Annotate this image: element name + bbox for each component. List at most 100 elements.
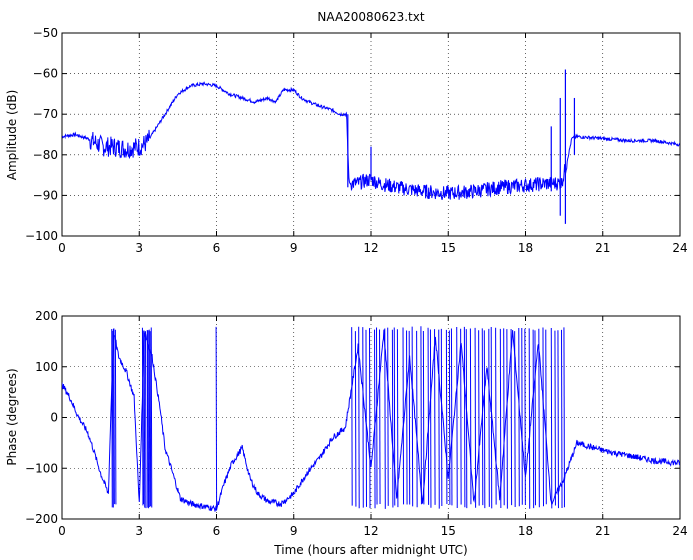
y-tick-label: 100 bbox=[35, 360, 58, 374]
phase-wrap-line bbox=[396, 329, 399, 508]
phase-wrap-line bbox=[440, 328, 443, 506]
phase-wrap-line bbox=[490, 327, 493, 509]
phase-wrap-line bbox=[358, 326, 360, 509]
phase-wrap-line bbox=[474, 327, 477, 508]
x-tick-label: 3 bbox=[135, 524, 143, 538]
phase-wrap-line bbox=[408, 330, 411, 505]
phase-wrap-line bbox=[113, 328, 115, 505]
y-axis-label: Phase (degrees) bbox=[5, 368, 19, 465]
phase-wrap-line bbox=[362, 327, 364, 508]
x-tick-label: 3 bbox=[135, 241, 143, 255]
phase-wrap-line bbox=[422, 331, 425, 505]
y-tick-label: 0 bbox=[50, 411, 58, 425]
phase-wrap-line bbox=[384, 328, 386, 509]
phase-wrap-line bbox=[379, 329, 381, 505]
phase-wrap-line bbox=[538, 328, 540, 508]
phase-wrap-line bbox=[481, 328, 484, 506]
phase-wrap-line bbox=[445, 329, 448, 504]
phase-wrap-line bbox=[142, 330, 145, 505]
y-tick-label: 200 bbox=[35, 309, 58, 323]
phase-wrap-line bbox=[354, 331, 357, 507]
phase-wrap-line bbox=[402, 327, 405, 505]
x-tick-label: 18 bbox=[518, 524, 533, 538]
y-tick-label: −90 bbox=[33, 188, 58, 202]
phase-wrap-line bbox=[478, 330, 480, 506]
phase-wrap-line bbox=[148, 329, 151, 508]
series-line bbox=[62, 81, 680, 200]
x-tick-label: 9 bbox=[290, 524, 298, 538]
y-tick-label: −80 bbox=[33, 148, 58, 162]
phase-wrap-line bbox=[503, 328, 505, 506]
phase-wrap-line bbox=[112, 330, 114, 508]
phase-wrap-line bbox=[524, 328, 526, 505]
phase-wrap-line bbox=[542, 327, 544, 507]
x-tick-label: 9 bbox=[290, 241, 298, 255]
phase-wrap-line bbox=[448, 330, 451, 505]
phase-wrap-line bbox=[144, 331, 147, 509]
phase-wrap-line bbox=[483, 330, 486, 509]
phase-wrap-line bbox=[554, 330, 556, 506]
x-tick-label: 24 bbox=[672, 524, 687, 538]
phase-wrap-line bbox=[514, 331, 516, 508]
y-tick-label: −200 bbox=[25, 512, 58, 526]
amplitude-chart: NAA20080623.txt Amplitude (dB) 0 3 6 9 12 15 1… bbox=[5, 10, 688, 255]
phase-wrap-line bbox=[460, 328, 462, 505]
x-tick-label: 6 bbox=[213, 524, 221, 538]
x-tick-label: 0 bbox=[58, 241, 66, 255]
phase-wrap-line bbox=[387, 327, 389, 506]
phase-wrap-line bbox=[427, 327, 430, 505]
phase-wrap-line bbox=[534, 330, 536, 506]
x-tick-label: 15 bbox=[441, 524, 456, 538]
phase-wrap-line bbox=[141, 327, 144, 506]
phase-wrap-line bbox=[495, 327, 497, 505]
y-tick-label: −50 bbox=[33, 26, 58, 40]
phase-wrap-line bbox=[506, 329, 508, 509]
x-tick-label: 0 bbox=[58, 524, 66, 538]
phase-wrap-line bbox=[518, 328, 520, 507]
phase-wrap-line bbox=[374, 329, 376, 509]
phase-wrap-line bbox=[429, 329, 432, 508]
phase-wrap-line bbox=[391, 329, 394, 508]
phase-wrap-line bbox=[550, 327, 553, 509]
y-tick-label: −100 bbox=[25, 461, 58, 475]
phase-wrap-line bbox=[406, 330, 408, 505]
chart-title: NAA20080623.txt bbox=[317, 10, 424, 24]
phase-wrap-line bbox=[369, 328, 371, 509]
phase-wrap-line bbox=[114, 329, 117, 505]
phase-wrap-line bbox=[450, 328, 453, 506]
x-tick-label: 6 bbox=[213, 241, 221, 255]
phase-wrap-line bbox=[456, 326, 458, 509]
phase-wrap-line bbox=[365, 329, 367, 507]
phase-wrap-line bbox=[488, 328, 490, 507]
phase-wrap-line bbox=[469, 328, 472, 505]
phase-wrap-line bbox=[420, 326, 422, 505]
x-tick-label: 15 bbox=[441, 241, 456, 255]
phase-wrap-line bbox=[393, 327, 396, 506]
x-tick-label: 18 bbox=[518, 241, 533, 255]
phase-wrap-line bbox=[215, 326, 218, 509]
phase-wrap-line bbox=[465, 329, 468, 509]
phase-wrap-line bbox=[111, 329, 113, 508]
series-line bbox=[62, 328, 680, 512]
y-tick-label: −60 bbox=[33, 67, 58, 81]
y-tick-label: −100 bbox=[25, 229, 58, 243]
phase-wrap-line bbox=[143, 330, 146, 508]
y-tick-label: −70 bbox=[33, 107, 58, 121]
phase-wrap-line bbox=[557, 330, 559, 509]
phase-wrap-line bbox=[545, 329, 547, 505]
phase-wrap-line bbox=[376, 327, 378, 505]
phase-wrap-line bbox=[463, 326, 466, 508]
phase-wrap-line bbox=[416, 330, 418, 508]
x-tick-label: 21 bbox=[595, 241, 610, 255]
phase-wrap-line bbox=[146, 330, 149, 508]
phase-wrap-line bbox=[521, 327, 523, 505]
phase-wrap-line bbox=[411, 326, 414, 507]
phase-wrap-line bbox=[150, 327, 153, 508]
phase-wrap-line bbox=[561, 329, 563, 508]
phase-wrap-line bbox=[149, 331, 152, 507]
x-tick-label: 12 bbox=[363, 524, 378, 538]
phase-wrap-line bbox=[532, 329, 535, 509]
x-tick-label: 12 bbox=[363, 241, 378, 255]
y-axis-label: Amplitude (dB) bbox=[5, 90, 19, 181]
